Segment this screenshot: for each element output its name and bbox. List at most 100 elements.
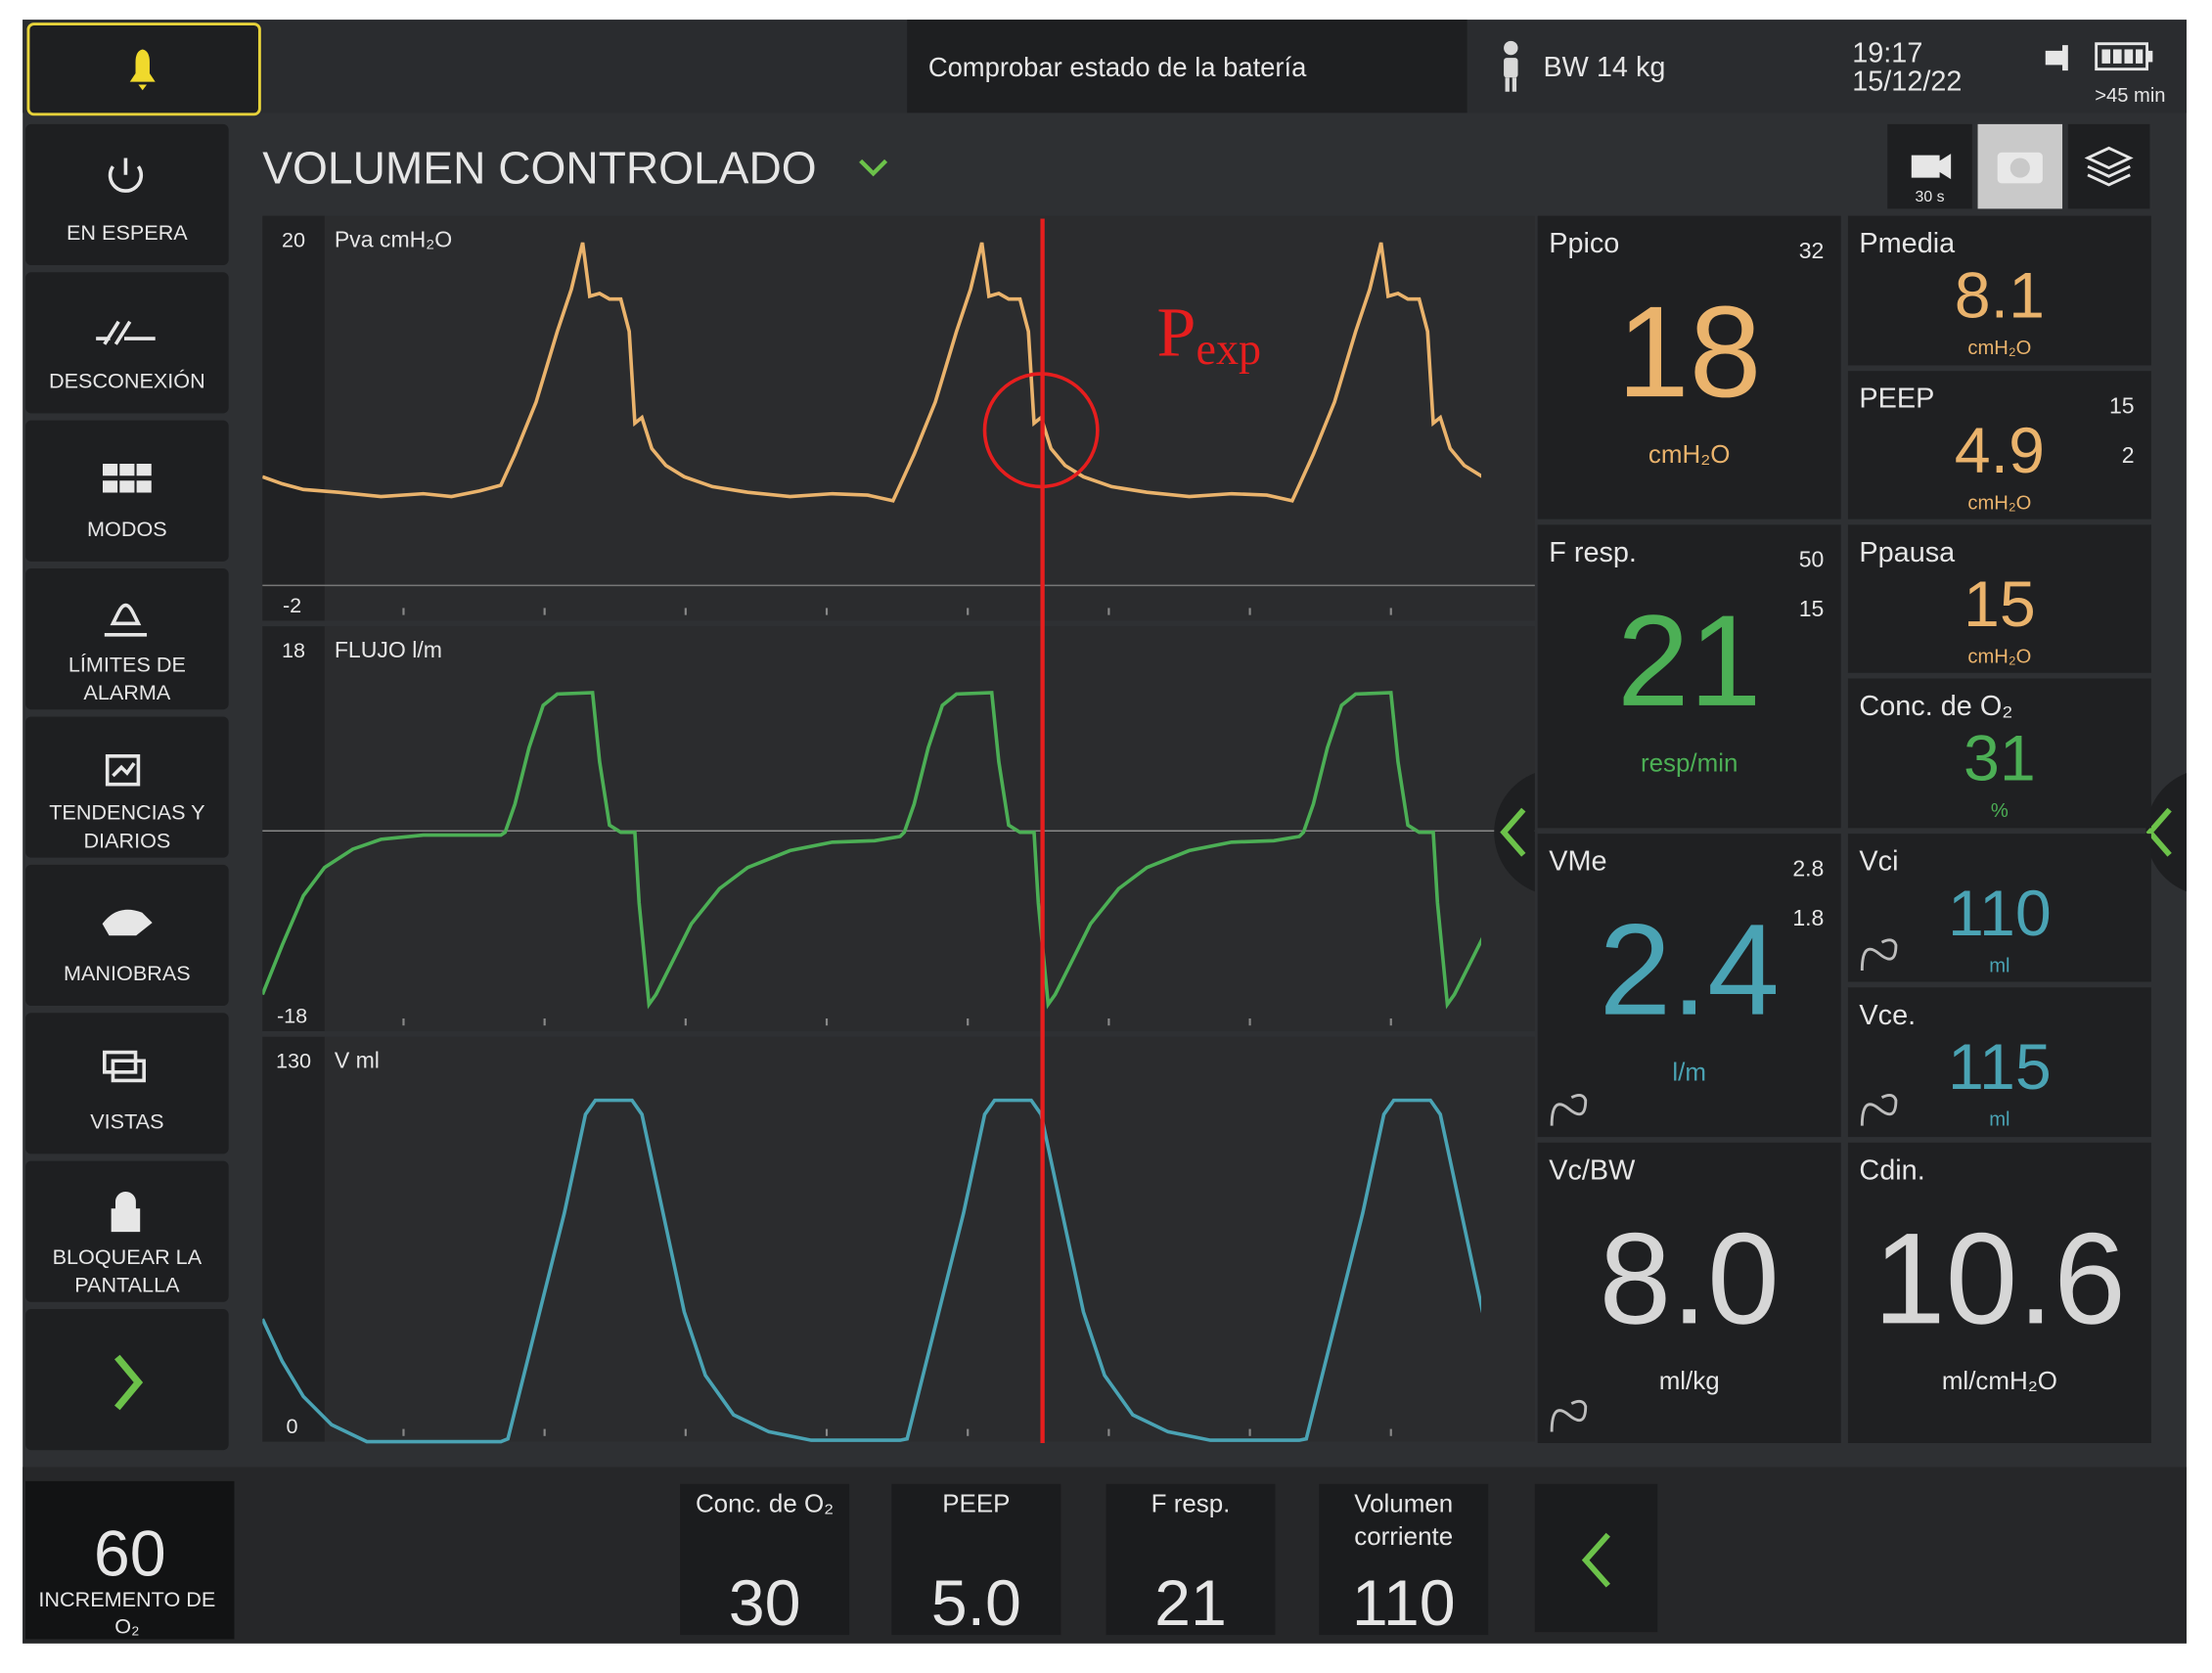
parameter-name: Vce.: [1859, 1000, 1916, 1031]
parameter-unit: l/m: [1672, 1059, 1706, 1086]
menu-label: MODOS: [87, 517, 167, 541]
scale-bottom: -18: [277, 1003, 307, 1027]
parameter-unit: resp/min: [1641, 750, 1738, 778]
parameter-name: F resp.: [1549, 537, 1637, 568]
setting-button[interactable]: [1106, 1483, 1276, 1636]
parameter-value: 110: [1948, 878, 2052, 950]
menu-label: BLOQUEAR LA: [53, 1244, 203, 1269]
o2-boost-button[interactable]: [25, 1480, 235, 1640]
parameter-name: Ppico: [1549, 228, 1619, 259]
setting-button[interactable]: [1319, 1483, 1489, 1636]
menu-icon: [104, 603, 148, 637]
menu-icon: [111, 1191, 141, 1233]
plug-icon: [2045, 45, 2068, 71]
menu-label: DESCONEXIÓN: [49, 369, 205, 393]
o2-boost-label: INCREMENTO DE: [38, 1587, 215, 1611]
menu-button[interactable]: [25, 123, 229, 266]
parameter-unit: %: [1991, 800, 2009, 822]
clock-date: 15/12/22: [1852, 66, 1962, 97]
menu-button[interactable]: [25, 272, 229, 414]
mode-chevron[interactable]: [859, 158, 888, 177]
menu-button[interactable]: [25, 568, 229, 710]
setting-button[interactable]: [891, 1483, 1061, 1636]
parameter-value: 15: [1964, 568, 2036, 641]
waveforms: [262, 242, 1482, 1444]
setting-name: F resp.: [1151, 1491, 1231, 1518]
alarm-limit: 15: [2109, 392, 2135, 418]
parameter-unit: cmH₂O: [1967, 492, 2031, 514]
alarm-limit: 32: [1799, 238, 1825, 263]
panel-toggle[interactable]: [2145, 773, 2187, 892]
loop-icon: [1860, 1094, 1898, 1126]
setting-name: Conc. de O₂: [696, 1491, 834, 1518]
annotation-subscript: exp: [1196, 324, 1261, 374]
menu-label: ALARMA: [83, 680, 170, 704]
clock-time: 19:17: [1852, 37, 1922, 68]
battery-time: >45 min: [2095, 85, 2165, 107]
menu-button[interactable]: [25, 1013, 229, 1154]
panel-toggle[interactable]: [1494, 773, 1535, 892]
parameter-value: 4.9: [1955, 415, 2045, 487]
volume-wave: [262, 1098, 1482, 1444]
menu-icon: [103, 463, 152, 493]
parameter-tile: [1537, 215, 1841, 520]
wave-label: V ml: [335, 1047, 380, 1072]
parameter-unit: cmH₂O: [1967, 338, 2031, 359]
parameter-tile: [1847, 678, 2151, 829]
alarm-limit: 2.8: [1792, 855, 1824, 881]
menu-label: MANIOBRAS: [64, 961, 191, 985]
battery-icon: [2095, 42, 2153, 71]
menu-label: LÍMITES DE: [68, 652, 186, 676]
wave-panel: [262, 626, 1535, 1031]
mode-title[interactable]: VOLUMEN CONTROLADO: [262, 142, 816, 193]
menu-icon: [102, 909, 153, 936]
parameter-tile: [1847, 834, 2151, 982]
bell-icon: [129, 49, 156, 91]
alarm-limit: 50: [1799, 547, 1825, 572]
flow-wave: [262, 691, 1482, 1010]
alarm-limit: 2: [2122, 442, 2135, 468]
wave-panel: [262, 1036, 1535, 1442]
scale-bottom: -2: [283, 593, 301, 617]
parameter-value: 8.0: [1600, 1206, 1780, 1351]
setting-name: PEEP: [942, 1491, 1010, 1518]
record-duration: 30 s: [1916, 189, 1945, 205]
wave-scale-strip: [262, 1036, 325, 1442]
parameter-value: 18: [1617, 280, 1762, 425]
marker-circle: [982, 372, 1100, 489]
setting-value: 110: [1352, 1567, 1456, 1640]
wave-label: FLUJO l/m: [335, 637, 442, 662]
parameter-value: 8.1: [1955, 259, 2045, 332]
setting-name: Volumen: [1354, 1491, 1453, 1518]
parameter-unit: ml/kg: [1659, 1368, 1720, 1395]
menu-label: PANTALLA: [74, 1273, 180, 1297]
annotation-text: P: [1156, 293, 1196, 371]
chevron-left: [2145, 807, 2172, 857]
menu-button[interactable]: [25, 716, 229, 858]
setting-value: 5.0: [931, 1567, 1021, 1640]
parameter-tile: [1537, 1142, 1841, 1443]
parameter-name: VMe: [1549, 846, 1606, 878]
parameter-value: 10.6: [1873, 1206, 2126, 1351]
menu-more[interactable]: [25, 1309, 229, 1451]
bottom-bar: [23, 1467, 2187, 1644]
parameter-unit: cmH₂O: [1648, 441, 1731, 469]
setting-name: corriente: [1354, 1523, 1453, 1551]
chevron-left: [1500, 807, 1526, 857]
parameter-tile: [1847, 371, 2151, 520]
parameter-tile: [1847, 1142, 2151, 1443]
menu-icon: [105, 754, 141, 787]
o2-boost-label: O₂: [114, 1614, 139, 1639]
settings-toggle[interactable]: [1534, 1483, 1658, 1633]
parameter-tile: [1537, 524, 1841, 829]
annotation: Pexp: [1156, 293, 1261, 374]
parameter-tile: [1537, 834, 1841, 1138]
setting-button[interactable]: [680, 1483, 850, 1636]
setting-value: 21: [1154, 1567, 1227, 1640]
loop-icon: [1860, 938, 1898, 971]
parameter-value: 2.4: [1600, 898, 1780, 1043]
camera-lens: [2009, 158, 2030, 178]
wave-scale-strip: [262, 626, 325, 1031]
menu-label: VISTAS: [90, 1108, 163, 1133]
